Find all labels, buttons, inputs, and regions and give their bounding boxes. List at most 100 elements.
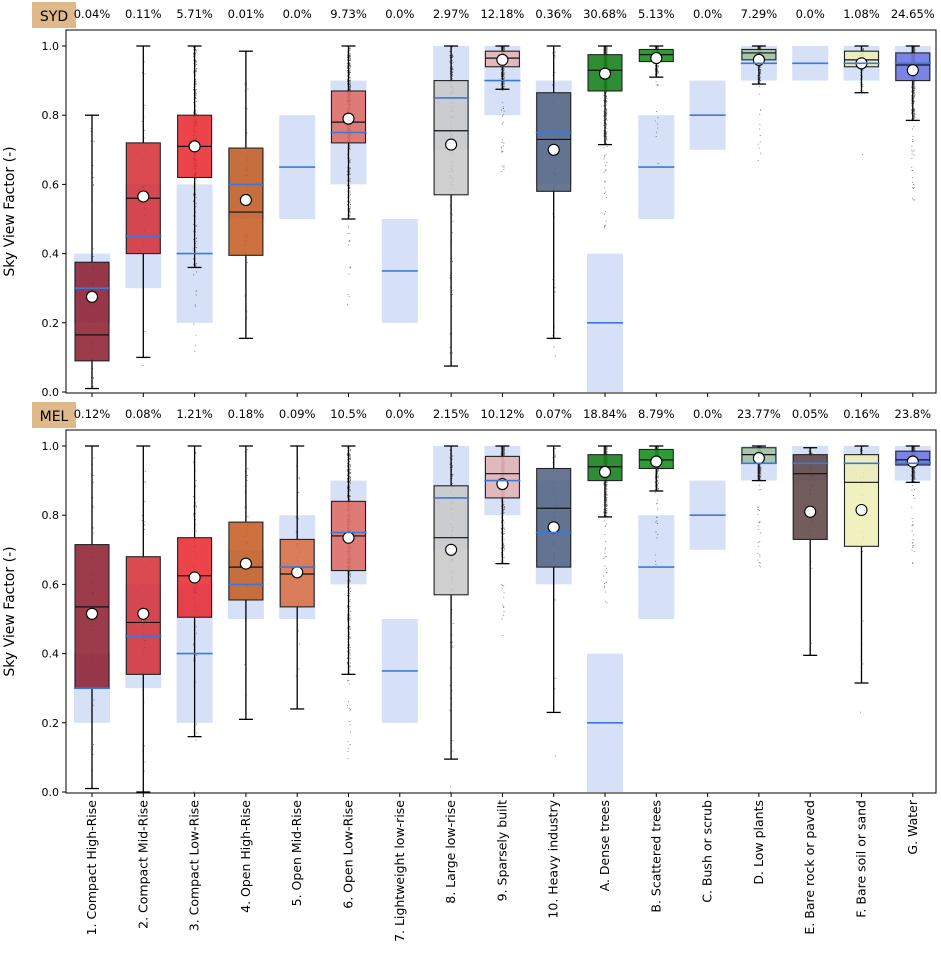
share-percentage: 0.16% (843, 407, 880, 421)
share-percentage: 0.12% (74, 407, 111, 421)
x-category-label: 9. Sparsely built (494, 800, 509, 901)
mean-marker (855, 503, 868, 517)
share-percentage: 0.04% (74, 7, 111, 21)
y-tick-label: 1.0 (42, 40, 60, 53)
x-category-label: 3. Compact Low-Rise (187, 800, 202, 932)
share-percentage: 9.73% (330, 7, 367, 21)
mean-marker (137, 607, 150, 620)
iqr-box (279, 538, 315, 608)
iqr-box (536, 92, 572, 192)
x-category-label: E. Bare rock or paved (802, 800, 817, 935)
share-percentage: 1.21% (176, 407, 213, 421)
share-percentage: 0.07% (535, 407, 572, 421)
y-tick-label: 0.4 (42, 648, 60, 661)
y-axis-label: Sky View Factor (-) (2, 546, 18, 676)
mean-marker (342, 112, 355, 125)
mean-marker (239, 193, 252, 207)
city-label: MEL (40, 409, 69, 425)
mean-marker (906, 64, 919, 77)
x-category-label: 1. Compact High-Rise (84, 800, 99, 936)
x-category-label: F. Bare soil or sand (854, 800, 869, 918)
mean-marker (906, 455, 919, 468)
y-tick-label: 0.2 (42, 317, 60, 330)
mean-marker (291, 566, 304, 579)
y-tick-label: 0.6 (42, 178, 60, 191)
share-percentage: 0.0% (693, 407, 722, 421)
y-axis-label: Sky View Factor (-) (2, 146, 18, 276)
plot-frame (65, 429, 937, 794)
mean-marker (188, 140, 201, 153)
share-percentage: 10.12% (480, 407, 524, 421)
mean-marker (188, 571, 201, 584)
share-percentage: 0.11% (125, 7, 162, 21)
mean-marker (752, 452, 765, 465)
x-category-label: 8. Large low-rise (443, 800, 458, 904)
iqr-box (74, 544, 110, 689)
x-category-label: G. Water (905, 799, 920, 854)
share-percentage: 24.65% (891, 7, 935, 21)
share-percentage: 0.36% (535, 7, 572, 21)
mean-marker (598, 67, 612, 80)
mean-marker (445, 543, 458, 556)
y-tick-label: 0.8 (42, 509, 60, 522)
share-percentage: 0.0% (385, 407, 414, 421)
mean-marker (547, 521, 560, 534)
y-tick-label: 0.0 (42, 786, 60, 799)
share-percentage: 23.77% (737, 407, 781, 421)
share-percentage: 0.0% (385, 7, 414, 21)
x-category-label: 6. Open Low-Rise (341, 800, 356, 909)
mean-marker (85, 290, 99, 303)
y-tick-label: 0.6 (42, 578, 60, 591)
share-percentage: 0.0% (693, 7, 722, 21)
iqr-box (433, 80, 469, 196)
share-percentage: 23.8% (895, 407, 932, 421)
mean-marker (650, 52, 663, 65)
y-tick-label: 1.0 (42, 440, 60, 453)
share-percentage: 7.29% (741, 7, 778, 21)
iqr-box (536, 467, 572, 568)
share-percentage: 1.08% (843, 7, 880, 21)
share-percentage: 12.18% (480, 7, 524, 21)
iqr-box (843, 454, 880, 547)
y-tick-label: 0.8 (42, 109, 60, 122)
x-category-label: 4. Open High-Rise (238, 800, 253, 913)
share-percentage: 5.71% (176, 7, 213, 21)
share-percentage: 0.09% (279, 407, 316, 421)
x-category-label: A. Dense trees (597, 800, 612, 891)
x-category-label: D. Low plants (751, 800, 766, 885)
share-percentage: 30.68% (583, 7, 627, 21)
iqr-box (125, 556, 161, 675)
share-percentage: 5.13% (638, 7, 675, 21)
iqr-box (792, 454, 828, 540)
share-percentage: 0.01% (228, 7, 265, 21)
x-category-label: 7. Lightweight low-rise (392, 800, 407, 942)
mean-marker (598, 465, 612, 479)
iqr-box (74, 261, 110, 362)
x-category-label: 10. Heavy industry (546, 799, 561, 918)
city-badge (32, 402, 76, 428)
mean-marker (137, 190, 150, 203)
share-percentage: 2.97% (433, 7, 470, 21)
y-tick-label: 0.2 (42, 717, 60, 730)
iqr-box (433, 485, 469, 596)
plot-frame (65, 29, 937, 394)
mean-marker (239, 557, 252, 570)
mean-marker (445, 138, 458, 151)
x-category-label: 5. Open Mid-Rise (289, 800, 304, 907)
mean-marker (85, 607, 99, 620)
share-percentage: 0.05% (792, 407, 829, 421)
share-percentage: 8.79% (638, 407, 675, 421)
share-percentage: 10.5% (330, 407, 367, 421)
share-percentage: 0.08% (125, 407, 162, 421)
x-category-label: C. Bush or scrub (700, 800, 715, 903)
share-percentage: 0.0% (283, 7, 312, 21)
share-percentage: 0.18% (228, 407, 265, 421)
y-tick-label: 0.0 (42, 386, 60, 399)
city-badge (32, 2, 76, 28)
x-category-label: 2. Compact Mid-Rise (135, 800, 150, 929)
mean-marker (804, 505, 817, 518)
y-tick-label: 0.4 (42, 248, 60, 261)
mean-marker (650, 455, 663, 468)
city-label: SYD (40, 9, 68, 25)
